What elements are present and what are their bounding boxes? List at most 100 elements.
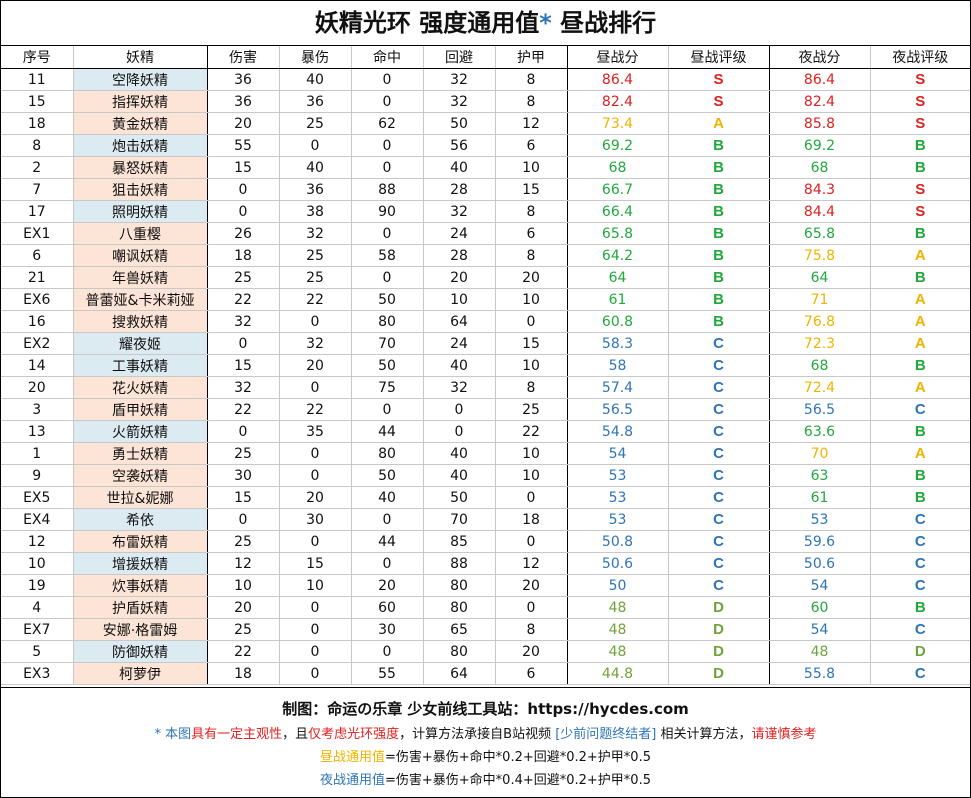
row-damage: 22 bbox=[207, 398, 280, 421]
row-night-score: 76.8 bbox=[769, 310, 871, 333]
row-day-grade: D bbox=[668, 640, 770, 663]
row-damage: 22 bbox=[207, 640, 280, 663]
night-formula: =伤害+暴伤+命中*0.4+回避*0.2+护甲*0.5 bbox=[385, 773, 651, 788]
table-row: 21 年兽妖精 25 25 0 20 20 64 B 64 B bbox=[1, 266, 970, 289]
row-armor: 18 bbox=[495, 508, 568, 531]
row-night-score: 60 bbox=[769, 596, 871, 619]
row-evasion: 32 bbox=[423, 68, 496, 91]
row-crit-damage: 38 bbox=[279, 200, 352, 223]
row-evasion: 64 bbox=[423, 662, 496, 685]
row-crit-damage: 25 bbox=[279, 266, 352, 289]
row-evasion: 50 bbox=[423, 486, 496, 509]
row-crit-damage: 10 bbox=[279, 574, 352, 597]
row-damage: 12 bbox=[207, 552, 280, 575]
row-crit-damage: 0 bbox=[279, 530, 352, 553]
row-fairy-name: 花火妖精 bbox=[73, 376, 208, 399]
row-damage: 32 bbox=[207, 376, 280, 399]
row-day-score: 50 bbox=[567, 574, 669, 597]
row-accuracy: 0 bbox=[351, 266, 424, 289]
row-day-grade: B bbox=[668, 244, 770, 267]
row-day-grade: D bbox=[668, 596, 770, 619]
disclaimer-part-3: ，且 bbox=[282, 727, 309, 742]
row-crit-damage: 25 bbox=[279, 244, 352, 267]
row-damage: 0 bbox=[207, 420, 280, 443]
row-accuracy: 0 bbox=[351, 68, 424, 91]
row-day-score: 53 bbox=[567, 464, 669, 487]
row-evasion: 64 bbox=[423, 310, 496, 333]
row-accuracy: 50 bbox=[351, 288, 424, 311]
row-damage: 10 bbox=[207, 574, 280, 597]
row-id: 2 bbox=[1, 156, 74, 179]
row-night-score: 59.6 bbox=[769, 530, 871, 553]
row-crit-damage: 25 bbox=[279, 112, 352, 135]
row-night-score: 64 bbox=[769, 266, 871, 289]
row-damage: 0 bbox=[207, 178, 280, 201]
title-text: 妖精光环 强度通用值 bbox=[314, 9, 540, 37]
row-evasion: 40 bbox=[423, 464, 496, 487]
table-row: EX2 耀夜姬 0 32 70 24 15 58.3 C 72.3 A bbox=[1, 332, 970, 355]
night-formula-label: 夜战通用值 bbox=[319, 773, 385, 788]
row-fairy-name: 安娜·格雷姆 bbox=[73, 618, 208, 641]
row-day-grade: B bbox=[668, 156, 770, 179]
table-row: 5 防御妖精 22 0 0 80 20 48 D 48 D bbox=[1, 640, 970, 663]
row-night-grade: B bbox=[870, 464, 970, 487]
video-reference-link[interactable]: [少前问题终结者] bbox=[555, 727, 657, 742]
disclaimer-line: * 本图具有一定主观性，且仅考虑光环强度，计算方法承接自B站视频 [少前问题终结… bbox=[1, 723, 970, 742]
row-accuracy: 62 bbox=[351, 112, 424, 135]
row-accuracy: 0 bbox=[351, 552, 424, 575]
row-armor: 25 bbox=[495, 398, 568, 421]
row-fairy-name: 空袭妖精 bbox=[73, 464, 208, 487]
row-night-grade: B bbox=[870, 222, 970, 245]
row-crit-damage: 30 bbox=[279, 508, 352, 531]
row-accuracy: 90 bbox=[351, 200, 424, 223]
row-armor: 6 bbox=[495, 662, 568, 685]
row-night-score: 71 bbox=[769, 288, 871, 311]
row-night-score: 65.8 bbox=[769, 222, 871, 245]
row-day-score: 61 bbox=[567, 288, 669, 311]
row-evasion: 40 bbox=[423, 442, 496, 465]
row-night-score: 82.4 bbox=[769, 90, 871, 113]
row-evasion: 40 bbox=[423, 156, 496, 179]
row-damage: 18 bbox=[207, 244, 280, 267]
disclaimer-part-2: 具有一定主观性 bbox=[191, 727, 283, 742]
row-fairy-name: 希依 bbox=[73, 508, 208, 531]
row-accuracy: 20 bbox=[351, 574, 424, 597]
table-row: 20 花火妖精 32 0 75 32 8 57.4 C 72.4 A bbox=[1, 376, 970, 399]
row-day-grade: B bbox=[668, 288, 770, 311]
row-id: 1 bbox=[1, 442, 74, 465]
row-evasion: 80 bbox=[423, 640, 496, 663]
row-day-score: 54.8 bbox=[567, 420, 669, 443]
row-armor: 22 bbox=[495, 420, 568, 443]
row-night-score: 56.5 bbox=[769, 398, 871, 421]
row-evasion: 28 bbox=[423, 244, 496, 267]
row-id: 7 bbox=[1, 178, 74, 201]
table-row: 13 火箭妖精 0 35 44 0 22 54.8 C 63.6 B bbox=[1, 420, 970, 443]
row-id: 15 bbox=[1, 90, 74, 113]
row-night-grade: S bbox=[870, 68, 970, 91]
row-day-score: 48 bbox=[567, 640, 669, 663]
row-fairy-name: 勇士妖精 bbox=[73, 442, 208, 465]
row-fairy-name: 耀夜姬 bbox=[73, 332, 208, 355]
row-crit-damage: 0 bbox=[279, 596, 352, 619]
table-row: EX7 安娜·格雷姆 25 0 30 65 8 48 D 54 C bbox=[1, 618, 970, 641]
row-day-score: 53 bbox=[567, 508, 669, 531]
row-crit-damage: 22 bbox=[279, 288, 352, 311]
row-armor: 10 bbox=[495, 464, 568, 487]
row-armor: 8 bbox=[495, 244, 568, 267]
row-night-score: 70 bbox=[769, 442, 871, 465]
row-id: 4 bbox=[1, 596, 74, 619]
row-night-grade: C bbox=[870, 618, 970, 641]
row-evasion: 32 bbox=[423, 90, 496, 113]
row-damage: 0 bbox=[207, 508, 280, 531]
row-fairy-name: 黄金妖精 bbox=[73, 112, 208, 135]
night-formula-line: 夜战通用值=伤害+暴伤+命中*0.4+回避*0.2+护甲*0.5 bbox=[1, 769, 970, 788]
row-fairy-name: 搜救妖精 bbox=[73, 310, 208, 333]
row-night-score: 54 bbox=[769, 618, 871, 641]
row-day-score: 44.8 bbox=[567, 662, 669, 685]
row-day-grade: C bbox=[668, 354, 770, 377]
table-row: 7 狙击妖精 0 36 88 28 15 66.7 B 84.3 S bbox=[1, 178, 970, 201]
row-damage: 0 bbox=[207, 332, 280, 355]
row-crit-damage: 0 bbox=[279, 310, 352, 333]
row-day-grade: B bbox=[668, 134, 770, 157]
row-id: 11 bbox=[1, 68, 74, 91]
